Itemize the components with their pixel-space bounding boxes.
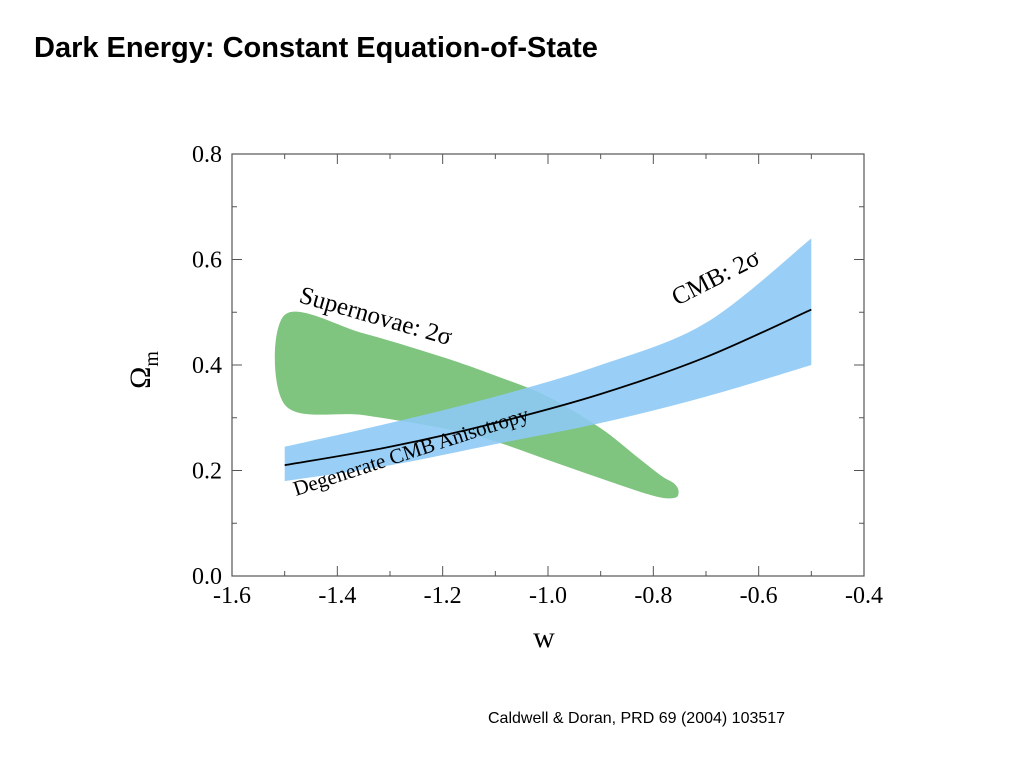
y-tick-label: 0.8 xyxy=(192,142,222,168)
degenerate-cmb-line xyxy=(284,308,812,467)
axis-ticks xyxy=(231,153,865,577)
cmb-band xyxy=(284,238,812,482)
citation: Caldwell & Doran, PRD 69 (2004) 103517 xyxy=(488,710,786,727)
y-tick-label: 0.0 xyxy=(192,564,222,590)
slide-title: Dark Energy: Constant Equation-of-State xyxy=(34,32,598,64)
x-tick-label: -0.8 xyxy=(634,583,672,609)
y-tick-label: 0.6 xyxy=(192,248,222,274)
y-tick-label: 0.2 xyxy=(192,459,222,485)
x-tick-label: -1.4 xyxy=(318,583,356,609)
svg-text:Ωm: Ωm xyxy=(124,351,163,389)
y-axis-label: Ωm xyxy=(124,351,163,389)
tick-labels: -1.6 -1.4 -1.2 -1.0 -0.8 -0.6 -0.4 0.0 0.2 0.4 0.6… xyxy=(192,142,883,609)
x-tick-label: -1.6 xyxy=(213,583,251,609)
x-tick-label: -1.0 xyxy=(529,583,567,609)
x-axis-label: w xyxy=(533,621,555,654)
x-tick-label: -0.6 xyxy=(740,583,778,609)
x-tick-label: -1.2 xyxy=(424,583,462,609)
y-tick-label: 0.4 xyxy=(192,353,222,379)
plot-area xyxy=(274,238,812,499)
y-axis-symbol: Ω xyxy=(124,367,157,389)
x-tick-label: -0.4 xyxy=(845,583,883,609)
y-axis-subscript: m xyxy=(141,351,163,367)
